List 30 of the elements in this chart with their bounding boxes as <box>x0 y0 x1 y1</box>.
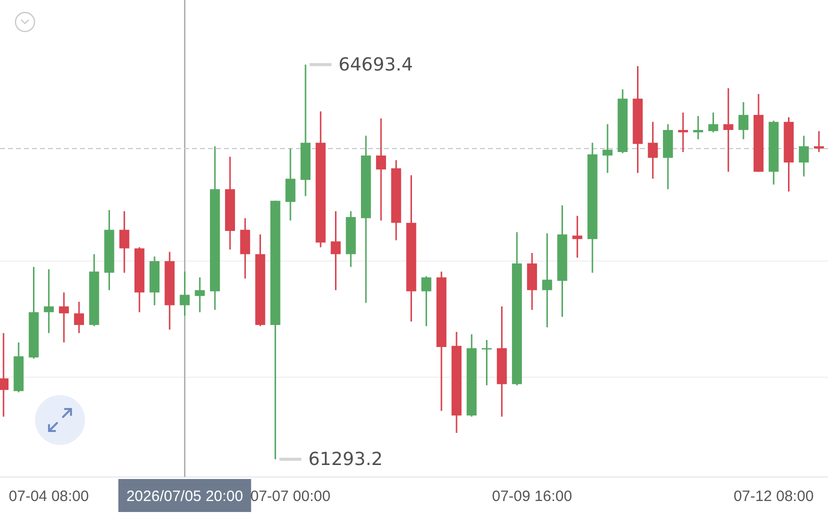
candlestick <box>572 215 582 258</box>
x-tick-label: 07-09 16:00 <box>492 488 572 504</box>
x-tick-label: 07-04 08:00 <box>8 488 89 504</box>
candlestick <box>814 130 824 153</box>
candlestick <box>0 332 9 418</box>
candlestick <box>482 339 492 386</box>
candlestick <box>44 268 54 334</box>
candlestick <box>74 301 84 334</box>
candlestick <box>738 101 748 140</box>
candlestick <box>58 292 69 344</box>
candlestick <box>194 276 205 313</box>
candlestick <box>376 118 386 222</box>
ref-line-label: 2026/07/05 20:00 <box>126 488 244 504</box>
candlestick <box>678 112 688 153</box>
candlestick <box>693 115 704 140</box>
annotation: 64693.4 <box>338 54 413 76</box>
candlestick <box>542 232 552 328</box>
candlestick <box>648 121 658 180</box>
candlestick <box>285 148 296 222</box>
candlestick <box>421 275 432 327</box>
candlestick <box>723 87 734 173</box>
candlestick <box>708 112 718 134</box>
candlestick <box>119 210 130 274</box>
candlestick <box>798 135 809 178</box>
x-tick-label: 07-12 08:00 <box>734 488 814 504</box>
candlestick <box>180 270 190 316</box>
candlestick <box>602 123 613 174</box>
candlestick <box>330 210 341 291</box>
annotation: 61293.2 <box>308 448 383 470</box>
x-tick-label: 07-07 00:00 <box>250 488 330 504</box>
